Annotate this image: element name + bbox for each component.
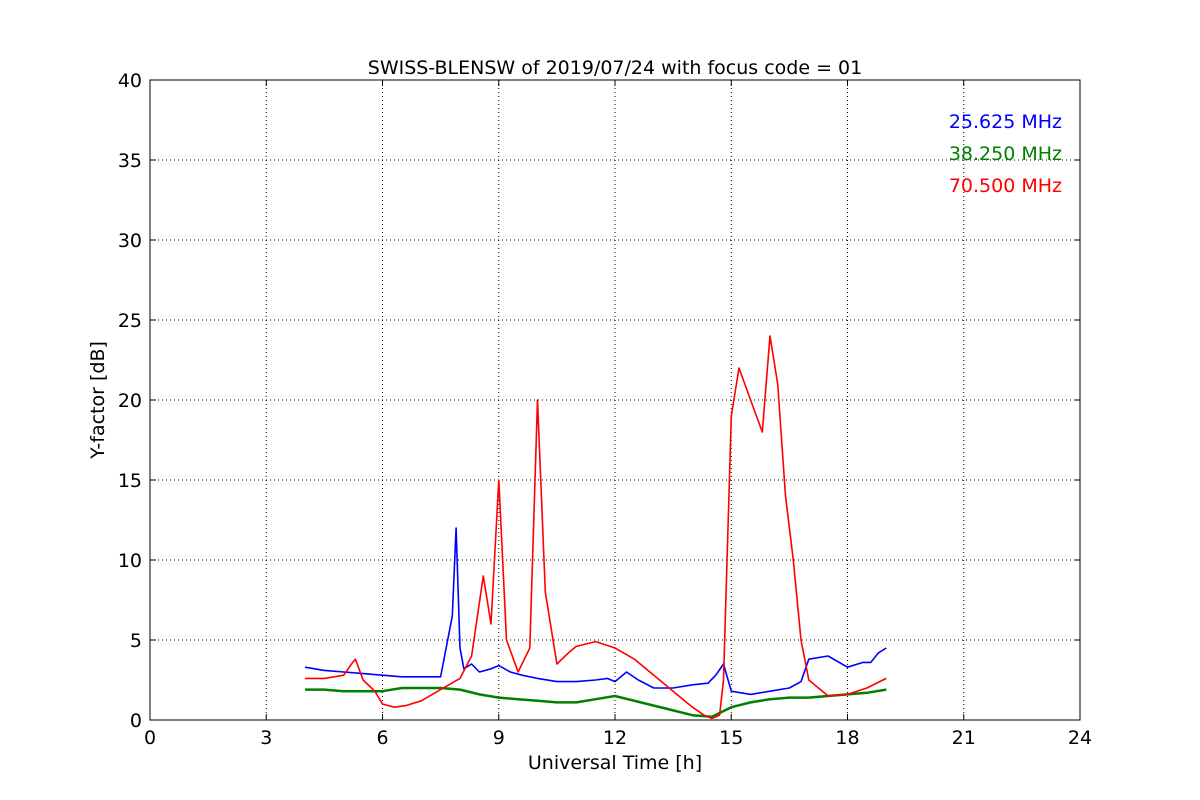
ticks: 0 3 6 9 12 15 18 21 24 0 5 10 15 20 25 30 35 40 [118, 70, 1092, 749]
chart-title: SWISS-BLENSW of 2019/07/24 with focus co… [368, 57, 862, 79]
grid [150, 80, 1080, 720]
y-tick-label: 40 [118, 70, 142, 92]
x-tick-label: 12 [603, 727, 627, 749]
x-tick-label: 21 [952, 727, 976, 749]
legend: 25.625 MHz 38.250 MHz 70.500 MHz [949, 111, 1062, 197]
series-line-25-625-mhz [304, 527, 887, 696]
legend-entry-25625: 25.625 MHz [949, 111, 1062, 133]
y-tick-label: 0 [130, 710, 142, 732]
y-tick-label: 25 [118, 310, 142, 332]
y-tick-label: 35 [118, 150, 142, 172]
x-tick-label: 18 [835, 727, 859, 749]
x-axis-label: Universal Time [h] [528, 752, 702, 774]
x-tick-label: 3 [260, 727, 272, 749]
y-axis-label: Y-factor [dB] [87, 341, 109, 460]
y-tick-label: 30 [118, 230, 142, 252]
x-tick-label: 24 [1068, 727, 1092, 749]
x-tick-label: 9 [493, 727, 505, 749]
y-tick-label: 15 [118, 470, 142, 492]
y-tick-label: 10 [118, 550, 142, 572]
x-tick-label: 0 [144, 727, 156, 749]
series-line-38-250-mhz [305, 686, 887, 719]
series-line-70-500-mhz [305, 335, 887, 720]
y-tick-label: 20 [118, 390, 142, 412]
x-tick-label: 6 [376, 727, 388, 749]
y-tick-label: 5 [130, 630, 142, 652]
legend-entry-70500: 70.500 MHz [949, 175, 1062, 197]
series-layer [304, 335, 887, 720]
legend-entry-38250: 38.250 MHz [949, 143, 1062, 165]
x-tick-label: 15 [719, 727, 743, 749]
